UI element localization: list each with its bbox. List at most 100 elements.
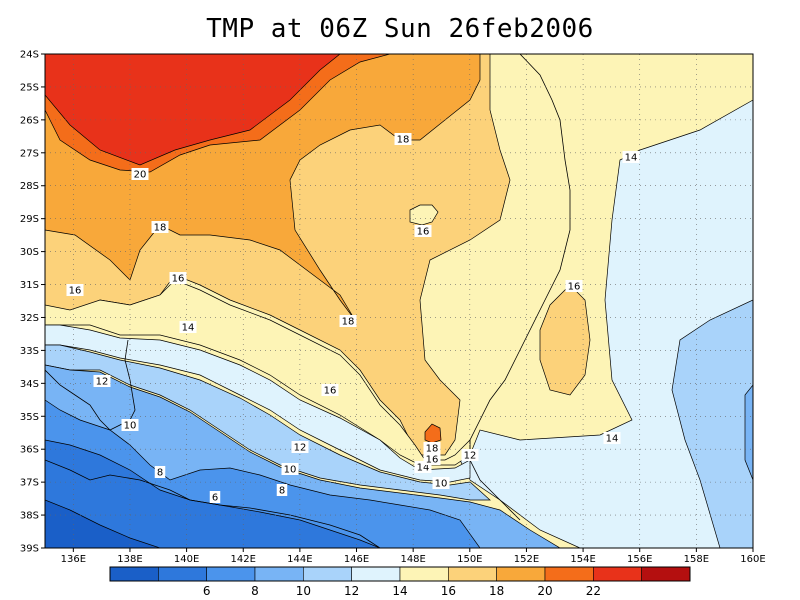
lon-tick-label: 148E: [400, 554, 425, 565]
lon-tick-label: 150E: [457, 554, 482, 565]
lat-tick-label: 33S: [20, 346, 39, 357]
band-10-12-east: [671, 299, 753, 548]
svg-text:12: 12: [294, 443, 307, 454]
lat-tick-label: 29S: [20, 214, 39, 225]
band-below-4: [45, 499, 161, 548]
band-10-12-west: [45, 344, 491, 501]
colorbar-tick-label: 10: [296, 584, 311, 598]
lon-tick-label: 158E: [684, 554, 709, 565]
plot-frame: [44, 53, 754, 549]
contour-label: 16: [321, 384, 339, 397]
colorbar-tick-label: 20: [537, 584, 552, 598]
svg-text:14: 14: [417, 463, 430, 474]
svg-text:10: 10: [435, 479, 448, 490]
lat-tick-label: 32S: [20, 313, 39, 324]
svg-text:18: 18: [397, 135, 410, 146]
lon-tick-label: 142E: [231, 554, 256, 565]
contour-label: 18: [394, 133, 412, 146]
svg-text:16: 16: [417, 227, 430, 238]
contour-label: 12: [291, 441, 309, 454]
colorbar-swatch: [109, 566, 159, 582]
contour-label: 10: [121, 419, 139, 432]
lat-tick-label: 28S: [20, 181, 39, 192]
svg-text:8: 8: [279, 486, 285, 497]
svg-text:12: 12: [96, 377, 109, 388]
svg-text:12: 12: [464, 451, 477, 462]
svg-text:10: 10: [124, 421, 137, 432]
contour-label: 20: [131, 168, 149, 181]
lat-tick-label: 25S: [20, 82, 39, 93]
colorbar-swatch: [448, 566, 497, 582]
contour-label: 16: [169, 272, 187, 285]
lon-tick-label: 146E: [344, 554, 369, 565]
colorbar-swatch: [399, 566, 449, 582]
contour-label: 16: [423, 453, 441, 466]
svg-text:16: 16: [172, 274, 185, 285]
lon-tick-label: 160E: [740, 554, 765, 565]
colorbar-swatch: [351, 566, 401, 582]
lat-tick-label: 38S: [20, 511, 39, 522]
band-4-6: [45, 439, 381, 548]
svg-text:18: 18: [342, 317, 355, 328]
svg-text:16: 16: [426, 455, 439, 466]
contour-label: 8: [276, 484, 288, 497]
lat-tick-label: 30S: [20, 247, 39, 258]
svg-text:16: 16: [568, 282, 581, 293]
band-18-20-patch: [424, 423, 442, 444]
colorbar-swatch: [303, 566, 352, 582]
lon-axis: 136E 138E 140E 142E 144E 146E 148E 150E 152E 154E…: [61, 548, 766, 565]
band-14-16-hole: [409, 204, 439, 226]
lon-tick-label: 144E: [287, 554, 312, 565]
svg-text:6: 6: [212, 493, 218, 504]
lon-tick-label: 136E: [61, 554, 86, 565]
contour-label: 12: [461, 449, 479, 462]
band-12-14-east: [459, 99, 753, 548]
colorbar-tick-label: 6: [203, 584, 211, 598]
lat-tick-label: 26S: [20, 115, 39, 126]
contour-labels: 2018181816161616161414141412121210101088…: [66, 133, 640, 504]
contour-label: 18: [339, 315, 357, 328]
colorbar-swatch: [158, 566, 207, 582]
svg-text:16: 16: [69, 286, 82, 297]
colorbar-swatch: [496, 566, 546, 582]
map-title: TMP at 06Z Sun 26feb2006: [206, 14, 594, 44]
contour-label: 16: [565, 280, 583, 293]
lat-tick-label: 39S: [20, 544, 39, 555]
svg-text:20: 20: [134, 170, 147, 181]
colorbar-swatch: [641, 566, 691, 582]
colorbar-tick-label: 8: [251, 584, 259, 598]
colorbar-swatch: [593, 566, 642, 582]
contour-label: 8: [154, 466, 166, 479]
lat-tick-label: 31S: [20, 280, 39, 291]
svg-text:14: 14: [625, 153, 638, 164]
temperature-field: [45, 54, 753, 548]
colorbar-tick-label: 18: [489, 584, 504, 598]
band-14-16-west: [45, 279, 471, 466]
svg-text:18: 18: [426, 444, 439, 455]
lon-tick-label: 140E: [174, 554, 199, 565]
lon-tick-label: 154E: [570, 554, 595, 565]
contour-label: 18: [151, 221, 169, 234]
contour-label: 10: [281, 463, 299, 476]
svg-text:8: 8: [157, 468, 163, 479]
lon-tick-label: 156E: [627, 554, 652, 565]
lon-tick-label: 138E: [117, 554, 142, 565]
colorbar-swatch: [206, 566, 256, 582]
lat-tick-label: 24S: [20, 50, 39, 61]
band-8-10-east: [744, 384, 753, 481]
svg-text:10: 10: [284, 465, 297, 476]
contour-label: 14: [622, 151, 640, 164]
contour-label: 14: [603, 432, 621, 445]
svg-text:14: 14: [606, 434, 619, 445]
contour-label: 6: [209, 491, 221, 504]
lat-tick-label: 35S: [20, 412, 39, 423]
lat-tick-label: 27S: [20, 148, 39, 159]
svg-text:14: 14: [182, 323, 195, 334]
contour-label: 18: [423, 442, 441, 455]
colorbar: 6 8 10 12 14 16 18 20 22: [109, 566, 691, 598]
svg-text:16: 16: [324, 386, 337, 397]
lon-tick-label: 152E: [514, 554, 539, 565]
contour-label: 16: [414, 225, 432, 238]
contour-label: 16: [66, 284, 84, 297]
